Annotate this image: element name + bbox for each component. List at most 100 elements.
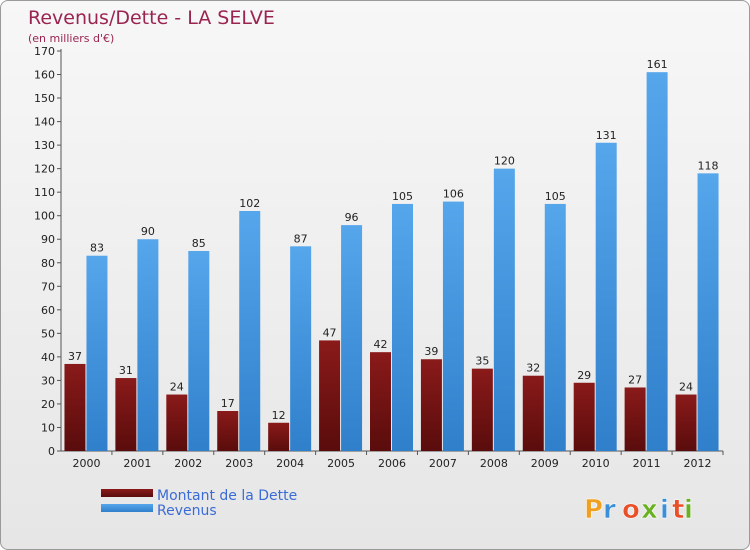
data-label-revenus: 105: [392, 190, 413, 203]
data-label-debt: 27: [628, 373, 642, 386]
bar-revenus: [442, 201, 464, 451]
bar-debt: [675, 394, 697, 451]
y-tick-label: 10: [41, 421, 55, 434]
bar-debt: [471, 368, 493, 451]
data-label-revenus: 102: [239, 197, 260, 210]
bar-debt: [370, 352, 391, 451]
bar-revenus: [544, 203, 566, 451]
data-label-debt: 32: [526, 362, 540, 375]
bar-debt: [64, 363, 86, 451]
data-label-debt: 39: [424, 345, 438, 358]
bar-revenus: [392, 203, 413, 451]
bar-debt: [217, 411, 239, 451]
legend-label-debt: Montant de la Dette: [157, 488, 297, 504]
data-label-debt: 31: [119, 364, 133, 377]
x-tick-label: 2011: [633, 457, 661, 470]
data-label-revenus: 105: [545, 190, 566, 203]
x-tick-label: 2005: [327, 457, 355, 470]
x-tick-label: 2002: [174, 457, 202, 470]
logo-letter: t: [672, 495, 684, 525]
x-tick-label: 2001: [123, 457, 151, 470]
data-label-debt: 47: [323, 326, 337, 339]
bar-revenus: [290, 246, 312, 451]
bar-revenus: [595, 142, 617, 451]
x-tick-label: 2007: [429, 457, 457, 470]
y-tick-label: 170: [34, 45, 55, 58]
bar-debt: [624, 387, 646, 451]
y-tick-label: 60: [41, 304, 55, 317]
y-tick-label: 70: [41, 280, 55, 293]
logo-letter: i: [660, 495, 669, 525]
y-tick-label: 140: [34, 116, 55, 129]
y-tick-label: 130: [34, 139, 55, 152]
y-tick-label: 120: [34, 163, 55, 176]
bar-revenus: [493, 168, 515, 451]
legend-swatch-revenus: [101, 504, 153, 512]
data-label-revenus: 85: [192, 237, 206, 250]
x-tick-label: 2009: [531, 457, 559, 470]
legend-label-revenus: Revenus: [157, 503, 217, 519]
data-label-revenus: 87: [294, 232, 308, 245]
bar-debt: [522, 375, 544, 451]
bar-debt: [166, 394, 188, 451]
bar-revenus: [646, 72, 668, 452]
y-tick-label: 110: [34, 186, 55, 199]
data-label-revenus: 131: [596, 129, 617, 142]
y-tick-label: 30: [41, 374, 55, 387]
y-tick-label: 80: [41, 257, 55, 270]
data-label-revenus: 96: [345, 211, 359, 224]
y-tick-label: 150: [34, 92, 55, 105]
y-tick-label: 50: [41, 327, 55, 340]
x-tick-label: 2006: [378, 457, 406, 470]
y-tick-label: 40: [41, 351, 55, 364]
y-tick-label: 90: [41, 233, 55, 246]
data-label-revenus: 118: [698, 159, 719, 172]
bar-revenus: [697, 173, 719, 451]
bar-debt: [420, 359, 442, 451]
bar-debt: [573, 382, 595, 451]
data-label-debt: 17: [221, 397, 235, 410]
data-label-debt: 24: [679, 381, 693, 394]
bar-revenus: [86, 255, 108, 451]
x-tick-label: 2003: [225, 457, 253, 470]
data-label-debt: 37: [68, 350, 82, 363]
logo-letter: o: [622, 495, 640, 525]
x-tick-label: 2000: [72, 457, 100, 470]
data-label-revenus: 83: [90, 242, 104, 255]
logo-letter: P: [584, 495, 603, 525]
data-label-revenus: 161: [647, 58, 668, 71]
y-tick-label: 20: [41, 398, 55, 411]
legend: Montant de la Dette Revenus: [101, 488, 297, 519]
data-label-debt: 42: [374, 338, 388, 351]
x-tick-label: 2008: [480, 457, 508, 470]
x-tick-label: 2004: [276, 457, 304, 470]
data-label-revenus: 90: [141, 225, 155, 238]
bar-revenus: [188, 251, 210, 451]
bars-group: 37 83 31 90 24 85 17 102 12 87 47 96 42 105 39 106 35 120…: [64, 58, 719, 452]
logo-letter: i: [684, 495, 693, 525]
bar-revenus: [137, 239, 159, 451]
x-tick-label: 2012: [684, 457, 712, 470]
data-label-debt: 29: [577, 369, 591, 382]
chart-subtitle: (en milliers d'€): [28, 32, 114, 45]
y-tick-label: 100: [34, 210, 55, 223]
data-label-debt: 12: [272, 409, 286, 422]
legend-swatch-debt: [101, 489, 153, 497]
logo-letter: r: [603, 495, 616, 525]
bar-revenus: [341, 225, 363, 451]
chart-title: Revenus/Dette - LA SELVE: [28, 7, 275, 29]
data-label-revenus: 106: [443, 188, 464, 201]
y-tick-label: 0: [48, 445, 55, 458]
logo-letter: x: [641, 495, 658, 525]
bar-debt: [319, 340, 341, 451]
data-label-revenus: 120: [494, 155, 515, 168]
bar-debt: [268, 422, 290, 451]
bar-revenus: [239, 211, 261, 451]
data-label-debt: 24: [170, 381, 184, 394]
axes: 0 10 20 30 40 50 60 70 80 90 100 110 120 130 140 150 160…: [34, 45, 724, 470]
bar-debt: [115, 378, 137, 451]
data-label-debt: 35: [475, 355, 489, 368]
